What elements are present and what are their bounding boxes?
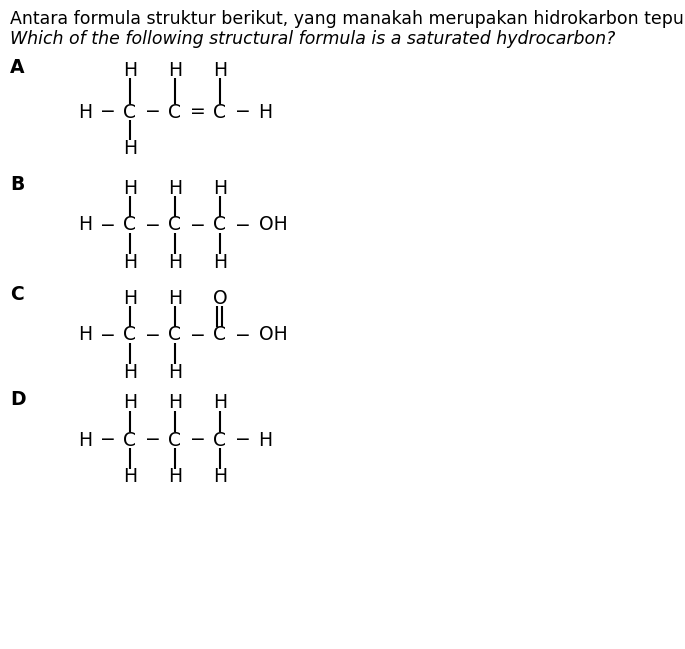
Text: H: H bbox=[123, 363, 137, 382]
Text: −: − bbox=[235, 326, 251, 345]
Text: −: − bbox=[145, 326, 160, 345]
Text: H: H bbox=[258, 430, 272, 450]
Text: A: A bbox=[10, 58, 25, 77]
Text: H: H bbox=[213, 467, 227, 487]
Text: H: H bbox=[213, 60, 227, 79]
Text: H: H bbox=[123, 467, 137, 487]
Text: −: − bbox=[145, 103, 160, 121]
Text: −: − bbox=[99, 430, 115, 450]
Text: H: H bbox=[213, 393, 227, 413]
Text: OH: OH bbox=[259, 326, 288, 345]
Text: OH: OH bbox=[259, 215, 288, 234]
Text: C: C bbox=[10, 285, 24, 304]
Text: D: D bbox=[10, 390, 25, 409]
Text: H: H bbox=[168, 393, 182, 413]
Text: H: H bbox=[168, 363, 182, 382]
Text: H: H bbox=[123, 178, 137, 197]
Text: −: − bbox=[145, 430, 160, 450]
Text: C: C bbox=[123, 430, 136, 450]
Text: Antara formula struktur berikut, yang manakah merupakan hidrokarbon tepu?: Antara formula struktur berikut, yang ma… bbox=[10, 10, 685, 28]
Text: −: − bbox=[190, 430, 205, 450]
Text: H: H bbox=[78, 103, 92, 121]
Text: −: − bbox=[190, 326, 205, 345]
Text: C: C bbox=[123, 326, 136, 345]
Text: H: H bbox=[168, 467, 182, 487]
Text: Which of the following structural formula is a saturated hydrocarbon?: Which of the following structural formul… bbox=[10, 30, 615, 48]
Text: H: H bbox=[123, 289, 137, 308]
Text: −: − bbox=[145, 215, 160, 234]
Text: =: = bbox=[190, 103, 205, 121]
Text: C: C bbox=[169, 215, 182, 234]
Text: C: C bbox=[123, 215, 136, 234]
Text: H: H bbox=[78, 326, 92, 345]
Text: −: − bbox=[235, 215, 251, 234]
Text: C: C bbox=[214, 326, 227, 345]
Text: C: C bbox=[169, 326, 182, 345]
Text: −: − bbox=[190, 215, 205, 234]
Text: C: C bbox=[214, 430, 227, 450]
Text: −: − bbox=[99, 215, 115, 234]
Text: H: H bbox=[213, 252, 227, 271]
Text: H: H bbox=[123, 252, 137, 271]
Text: C: C bbox=[169, 103, 182, 121]
Text: H: H bbox=[78, 215, 92, 234]
Text: H: H bbox=[123, 393, 137, 413]
Text: H: H bbox=[78, 430, 92, 450]
Text: H: H bbox=[168, 60, 182, 79]
Text: H: H bbox=[168, 252, 182, 271]
Text: H: H bbox=[123, 138, 137, 158]
Text: H: H bbox=[168, 289, 182, 308]
Text: C: C bbox=[123, 103, 136, 121]
Text: −: − bbox=[235, 430, 251, 450]
Text: −: − bbox=[99, 326, 115, 345]
Text: C: C bbox=[214, 215, 227, 234]
Text: H: H bbox=[213, 178, 227, 197]
Text: O: O bbox=[212, 289, 227, 308]
Text: H: H bbox=[258, 103, 272, 121]
Text: C: C bbox=[214, 103, 227, 121]
Text: −: − bbox=[235, 103, 251, 121]
Text: C: C bbox=[169, 430, 182, 450]
Text: H: H bbox=[123, 60, 137, 79]
Text: B: B bbox=[10, 175, 25, 194]
Text: H: H bbox=[168, 178, 182, 197]
Text: −: − bbox=[99, 103, 115, 121]
